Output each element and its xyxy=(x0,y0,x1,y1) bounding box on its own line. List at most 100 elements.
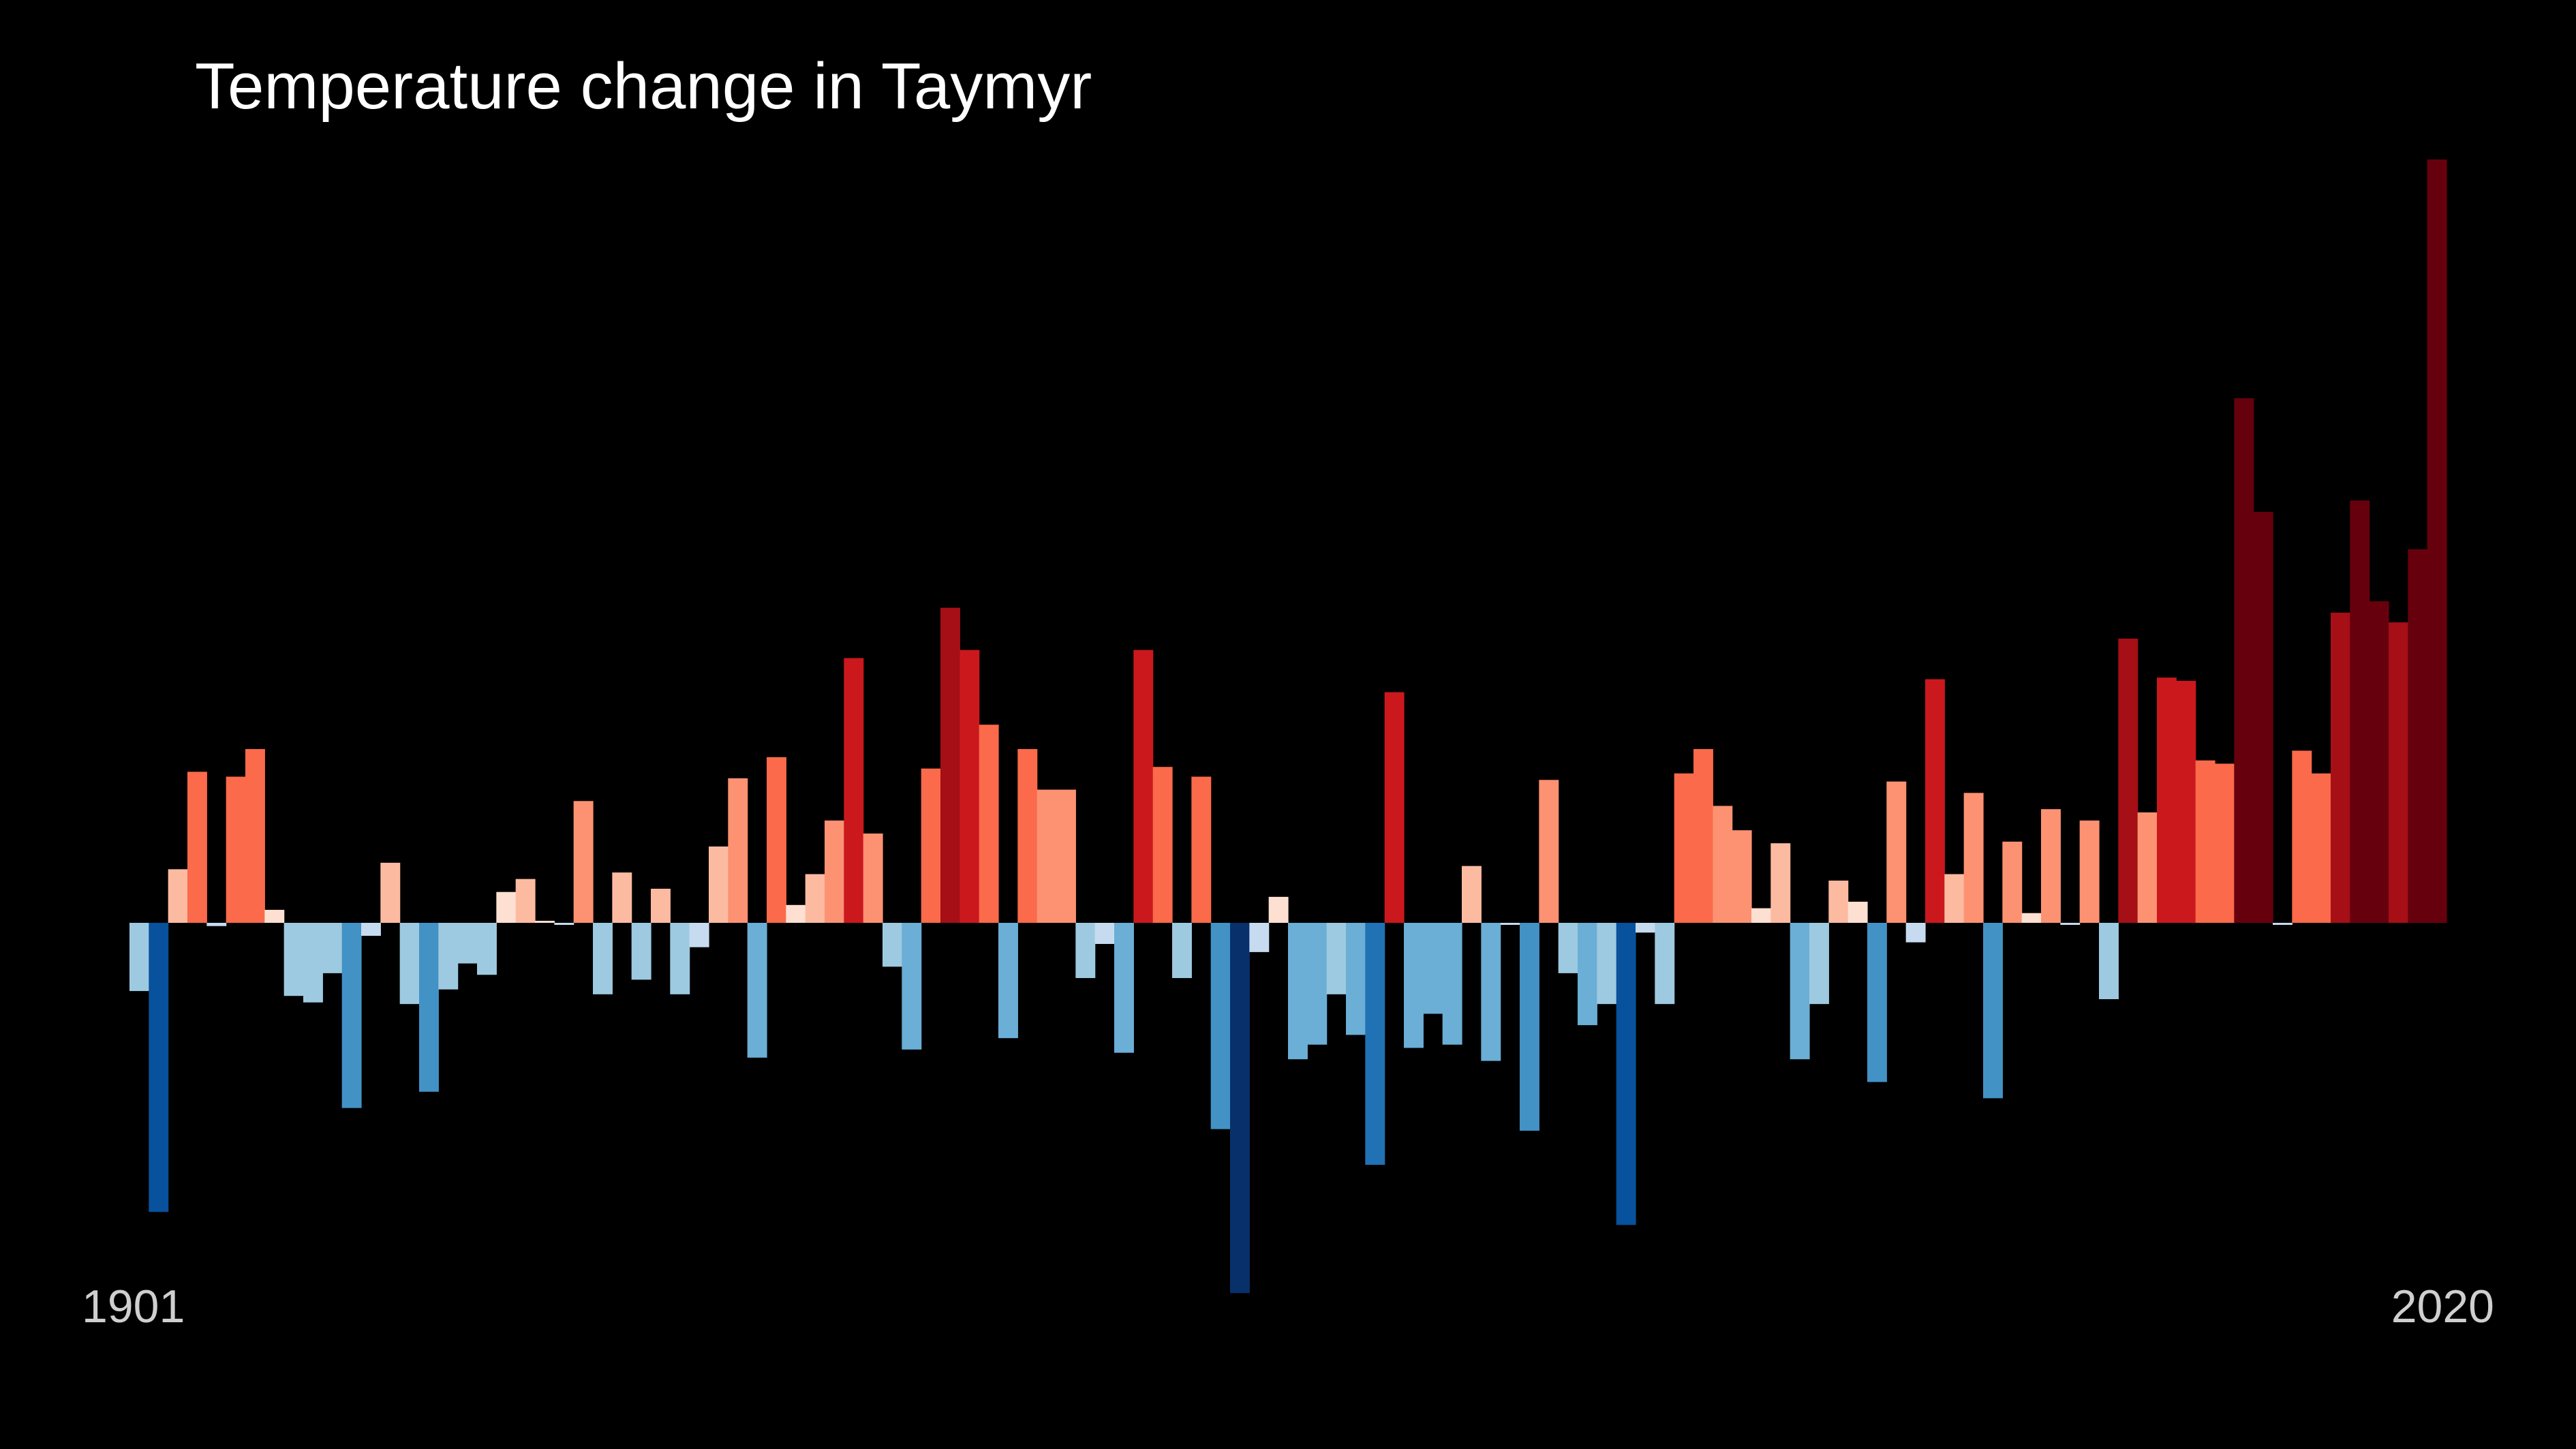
bar-2003 xyxy=(2099,923,2119,999)
bar-1986 xyxy=(1770,843,1791,923)
bar-1984 xyxy=(1732,830,1752,923)
bar-1921 xyxy=(515,879,536,923)
bar-1993 xyxy=(1905,923,1926,943)
bar-1931 xyxy=(709,846,729,923)
bar-1969 xyxy=(1442,923,1462,1045)
bar-1906 xyxy=(226,776,246,923)
bar-1989 xyxy=(1828,881,1849,923)
bar-1979 xyxy=(1636,923,1655,933)
bar-2012 xyxy=(2273,923,2293,925)
bar-1945 xyxy=(979,724,999,923)
bar-1962 xyxy=(1307,923,1328,1045)
bar-1907 xyxy=(245,749,265,923)
bar-1920 xyxy=(496,891,517,923)
bar-1928 xyxy=(651,888,671,923)
bar-1922 xyxy=(535,921,555,923)
x-axis-start-label: 1901 xyxy=(82,1281,185,1332)
bar-1968 xyxy=(1423,923,1443,1014)
bar-1911 xyxy=(322,923,343,973)
bar-1976 xyxy=(1578,923,1597,1026)
bar-1913 xyxy=(361,923,381,936)
bar-1971 xyxy=(1481,923,1501,1061)
bar-2008 xyxy=(2195,760,2215,923)
bar-2007 xyxy=(2176,680,2196,923)
bar-1942 xyxy=(921,768,941,923)
bar-1916 xyxy=(419,923,439,1092)
bar-1905 xyxy=(206,923,227,926)
bar-2006 xyxy=(2157,677,2177,923)
bar-2015 xyxy=(2331,612,2350,923)
bar-1926 xyxy=(612,872,632,923)
bar-1908 xyxy=(264,909,285,923)
bar-1902 xyxy=(149,923,169,1212)
bar-1919 xyxy=(477,923,497,975)
bar-1987 xyxy=(1790,923,1810,1060)
bar-1901 xyxy=(129,923,149,992)
bar-1938 xyxy=(844,658,864,923)
bar-2004 xyxy=(2118,638,2138,923)
bar-1966 xyxy=(1384,692,1405,923)
bar-1949 xyxy=(1056,789,1076,923)
bar-1910 xyxy=(303,923,323,1003)
bar-1943 xyxy=(940,607,960,923)
bar-1930 xyxy=(689,923,709,947)
bar-1923 xyxy=(554,923,574,925)
bar-1940 xyxy=(883,923,902,967)
bar-1934 xyxy=(767,757,786,923)
bar-1932 xyxy=(728,778,748,923)
bar-2000 xyxy=(2041,809,2061,923)
bar-1918 xyxy=(457,923,478,964)
bar-2016 xyxy=(2350,500,2370,923)
bar-1973 xyxy=(1520,923,1539,1131)
bar-1933 xyxy=(747,923,767,1058)
bar-2001 xyxy=(2060,923,2081,925)
bar-1995 xyxy=(1944,874,1965,923)
bar-1992 xyxy=(1886,781,1907,923)
bar-2017 xyxy=(2369,601,2389,923)
bar-1991 xyxy=(1867,923,1887,1082)
bar-1953 xyxy=(1133,650,1154,923)
chart-title: Temperature change in Taymyr xyxy=(195,50,1092,123)
bar-1947 xyxy=(1017,749,1038,923)
bar-1929 xyxy=(670,923,690,994)
bar-1944 xyxy=(960,650,980,923)
bar-1997 xyxy=(1983,923,2003,1099)
bar-1915 xyxy=(399,923,420,1005)
bar-2014 xyxy=(2311,773,2331,923)
bar-1946 xyxy=(998,923,1018,1039)
bar-1941 xyxy=(902,923,922,1050)
bar-2020 xyxy=(2427,159,2447,924)
bar-1994 xyxy=(1925,679,1945,923)
bar-1996 xyxy=(1963,793,1984,923)
bar-1952 xyxy=(1114,923,1134,1053)
bar-1977 xyxy=(1597,923,1617,1005)
bar-1964 xyxy=(1346,923,1366,1035)
bar-1983 xyxy=(1713,806,1733,923)
bar-1970 xyxy=(1462,866,1482,924)
bar-2013 xyxy=(2292,750,2312,923)
bar-1925 xyxy=(593,923,613,994)
bar-1951 xyxy=(1094,923,1115,944)
bar-2018 xyxy=(2389,622,2408,923)
bar-1936 xyxy=(805,874,825,923)
bar-1974 xyxy=(1539,780,1559,923)
bar-1935 xyxy=(786,904,806,923)
bar-1959 xyxy=(1249,923,1270,952)
bar-1914 xyxy=(380,862,401,923)
bar-1988 xyxy=(1809,923,1829,1005)
bar-1917 xyxy=(438,923,459,990)
bar-1975 xyxy=(1558,923,1578,973)
bar-1965 xyxy=(1365,923,1385,1165)
bar-1972 xyxy=(1500,923,1520,925)
bar-1939 xyxy=(863,833,883,923)
bar-1963 xyxy=(1326,923,1347,994)
bar-1999 xyxy=(2021,913,2042,923)
bar-1948 xyxy=(1037,789,1057,923)
bar-2005 xyxy=(2137,812,2158,923)
bar-1903 xyxy=(168,869,188,923)
bar-2019 xyxy=(2408,549,2428,923)
bar-1990 xyxy=(1847,902,1868,923)
bar-1981 xyxy=(1674,773,1694,923)
bar-1909 xyxy=(283,923,304,996)
